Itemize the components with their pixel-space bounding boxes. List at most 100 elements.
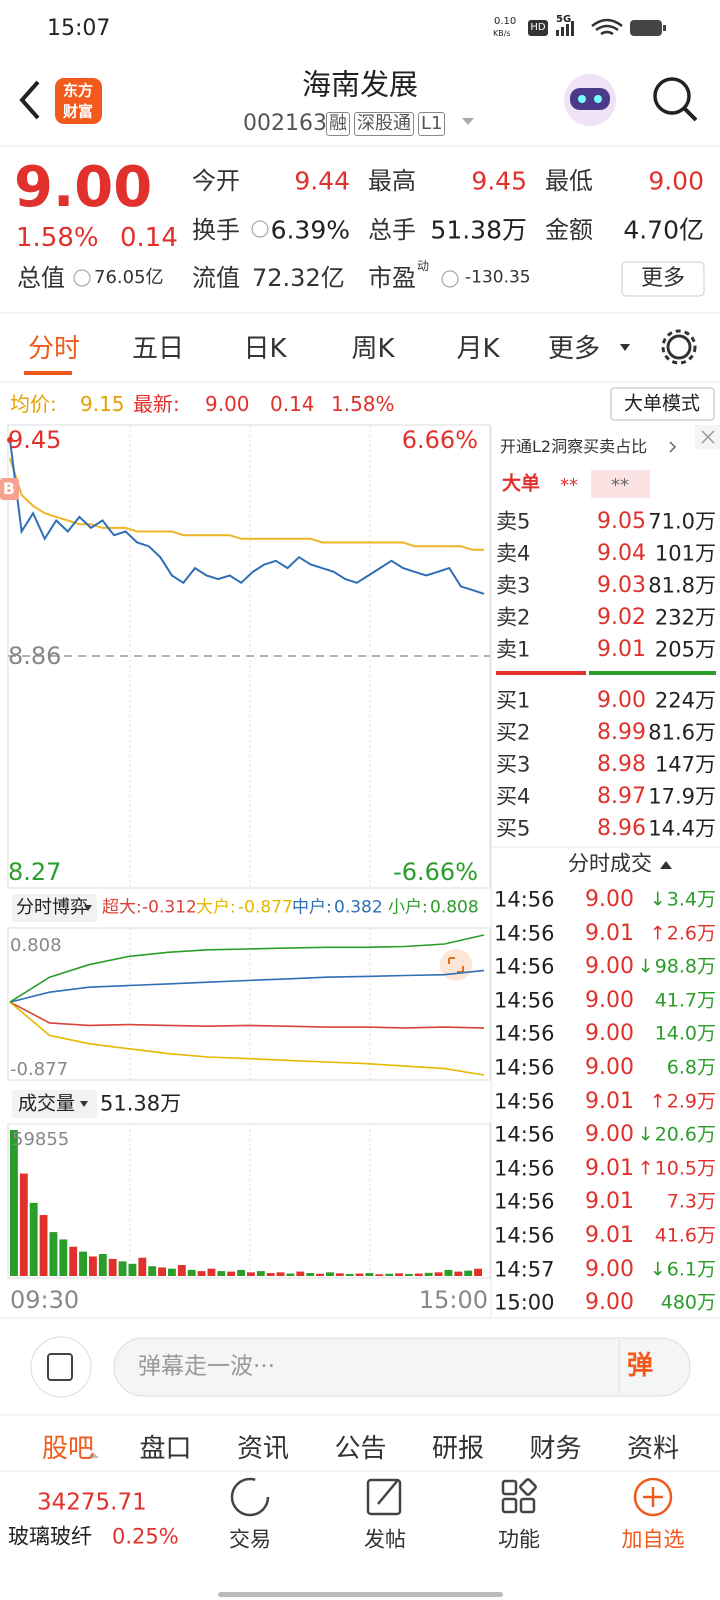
content-tab[interactable]: 资讯 bbox=[236, 1434, 290, 1464]
volume-bar bbox=[296, 1271, 305, 1276]
index-value: 34275.71 bbox=[37, 1489, 147, 1516]
trade-arrow: ↓ bbox=[649, 1258, 666, 1281]
bid-volume: 147万 bbox=[654, 752, 716, 777]
mode-button[interactable] bbox=[610, 387, 715, 421]
volume-bar bbox=[424, 1272, 433, 1276]
ask-volume: 205万 bbox=[654, 637, 716, 662]
pe-tag: 动 bbox=[417, 259, 430, 273]
content-tab[interactable]: 公告 bbox=[334, 1434, 387, 1464]
nav-post-icon[interactable] bbox=[366, 1478, 402, 1516]
search-button[interactable] bbox=[653, 77, 691, 115]
nav-watch-icon[interactable] bbox=[633, 1477, 673, 1517]
volume-bar bbox=[345, 1274, 354, 1276]
barrage-button[interactable]: 弹 bbox=[626, 1351, 654, 1381]
content-tab[interactable]: 股吧 bbox=[41, 1434, 95, 1464]
ask-label: 卖2 bbox=[496, 605, 531, 630]
volume-bar bbox=[335, 1273, 344, 1276]
comment-input[interactable] bbox=[113, 1337, 691, 1397]
volume-bar bbox=[158, 1267, 166, 1276]
nav-item[interactable]: 加自选 bbox=[621, 1527, 685, 1552]
ask-label: 卖1 bbox=[496, 637, 531, 662]
nav-item[interactable]: 交易 bbox=[229, 1527, 271, 1552]
bid-label: 买1 bbox=[496, 688, 531, 713]
content-tab[interactable]: 资料 bbox=[626, 1434, 680, 1464]
tag-dropdown[interactable] bbox=[462, 118, 474, 125]
trade-time: 14:56 bbox=[494, 954, 555, 979]
latest-change: 0.14 bbox=[270, 392, 315, 416]
chart-tab[interactable]: 月K bbox=[456, 334, 500, 364]
price-line bbox=[9, 439, 485, 595]
l2-promo[interactable]: 开通L2洞察买卖占比 bbox=[500, 437, 648, 456]
indicator-selector[interactable] bbox=[12, 1090, 97, 1118]
nav-trade-icon[interactable] bbox=[230, 1477, 270, 1517]
chart-tab[interactable]: 更多 bbox=[547, 334, 601, 364]
expand-button[interactable] bbox=[440, 949, 472, 981]
content-tab[interactable]: 财务 bbox=[529, 1434, 582, 1464]
chart-tab[interactable]: 分时 bbox=[27, 334, 81, 364]
trade-price: 9.00 bbox=[585, 1290, 634, 1316]
content-tab[interactable]: 研报 bbox=[431, 1434, 485, 1464]
field-value: 51.38万 bbox=[430, 215, 527, 245]
x-tick-label: 09:30 bbox=[10, 1286, 80, 1314]
comment-placeholder[interactable]: 弹幕走一波··· bbox=[138, 1353, 275, 1380]
y-tick-label: 8.27 bbox=[8, 858, 62, 886]
volume-bar bbox=[247, 1272, 255, 1276]
wifi-icon bbox=[591, 18, 623, 36]
chart-tab[interactable]: 日K bbox=[243, 334, 287, 364]
net-speed: 0.10 bbox=[494, 16, 517, 27]
barrage-settings[interactable] bbox=[30, 1336, 92, 1398]
more-button-label[interactable]: 更多 bbox=[640, 266, 686, 291]
content-tab[interactable]: 盘口 bbox=[139, 1434, 192, 1464]
mode-button-label[interactable]: 大单模式 bbox=[623, 392, 701, 415]
indicator-selector-label[interactable]: 成交量 bbox=[18, 1092, 76, 1115]
volume-bar bbox=[227, 1271, 236, 1276]
volume-bar bbox=[89, 1256, 97, 1276]
trade-time: 14:56 bbox=[494, 1055, 555, 1080]
trade-price: 9.00 bbox=[585, 1021, 634, 1047]
volume-bar bbox=[405, 1274, 413, 1276]
trade-time: 15:00 bbox=[494, 1290, 555, 1315]
trade-volume: 10.5万 bbox=[654, 1157, 716, 1180]
nav-item[interactable]: 功能 bbox=[498, 1527, 540, 1552]
field-value: 4.70亿 bbox=[623, 215, 704, 245]
status-time: 15:07 bbox=[47, 16, 111, 41]
volume-bar bbox=[10, 1130, 18, 1276]
back-button[interactable] bbox=[19, 80, 40, 120]
nav-item[interactable]: 发帖 bbox=[364, 1527, 406, 1552]
chart-tab[interactable]: 五日 bbox=[131, 334, 185, 364]
battery-icon bbox=[630, 20, 662, 36]
more-button[interactable] bbox=[621, 261, 705, 297]
field-value: 9.00 bbox=[648, 166, 704, 196]
chart-tab[interactable]: 周K bbox=[351, 334, 395, 364]
legend-value: -0.877 bbox=[238, 897, 293, 918]
volume-bar bbox=[286, 1273, 295, 1276]
volume-bar bbox=[454, 1271, 463, 1276]
field-label: 总手 bbox=[368, 216, 416, 244]
x-tick-label: 15:00 bbox=[418, 1286, 488, 1314]
open-dot bbox=[7, 437, 13, 443]
trade-price: 9.00 bbox=[585, 1122, 634, 1148]
time-grid bbox=[129, 425, 371, 1278]
ask-volume: 232万 bbox=[654, 605, 716, 630]
info-icon bbox=[251, 220, 269, 238]
nav-function-icon[interactable] bbox=[501, 1478, 537, 1514]
big-order-label: 大单 bbox=[502, 472, 541, 495]
volume-bar bbox=[108, 1258, 117, 1276]
ask-volume: 71.0万 bbox=[648, 509, 716, 534]
indicator-selector[interactable] bbox=[12, 894, 97, 922]
stock-code: 002163 bbox=[243, 111, 327, 136]
indicator-selector-label[interactable]: 分时博弈 bbox=[16, 897, 88, 918]
volume-bar bbox=[316, 1273, 324, 1276]
hd-label: HD bbox=[530, 22, 546, 33]
trade-time: 14:56 bbox=[494, 1223, 555, 1248]
settings-button[interactable] bbox=[666, 334, 692, 360]
trade-time: 14:56 bbox=[494, 887, 555, 912]
volume-bar bbox=[237, 1269, 245, 1276]
trade-price: 9.00 bbox=[585, 1055, 634, 1080]
network-type: 5G bbox=[556, 14, 572, 25]
legend-value: 0.382 bbox=[334, 897, 383, 918]
volume-bar bbox=[29, 1202, 38, 1276]
fund-line bbox=[9, 934, 485, 1003]
trade-volume: 3.4万 bbox=[666, 888, 716, 911]
y-tick-label: 59855 bbox=[12, 1129, 70, 1150]
